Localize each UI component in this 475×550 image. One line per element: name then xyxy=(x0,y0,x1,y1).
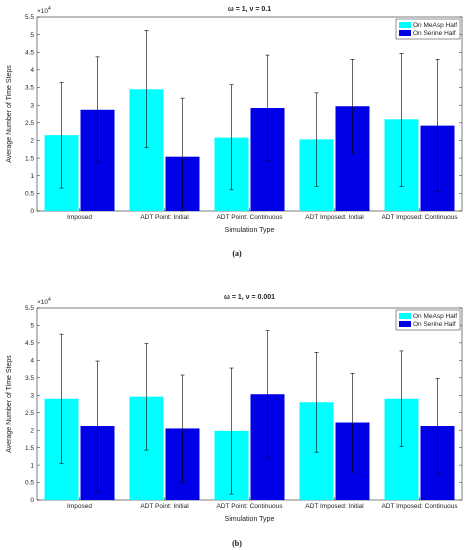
y-exponent-label: ×104 xyxy=(37,297,51,306)
y-tick-label: 5 xyxy=(30,32,34,39)
y-tick-label: 1 xyxy=(30,462,34,469)
y-tick-label: 4.5 xyxy=(25,340,34,347)
y-tick-label: 0.5 xyxy=(25,480,34,487)
legend-box xyxy=(395,18,461,40)
x-tick-label: ADT Point: Initial xyxy=(140,214,189,221)
y-exponent-base: ×10 xyxy=(37,299,48,306)
y-tick-label: 0 xyxy=(30,208,34,215)
legend-swatch-serine xyxy=(399,321,411,327)
figure-caption: (a) xyxy=(232,249,242,258)
legend-swatch-measp xyxy=(399,22,411,28)
x-tick-label: ADT Point: Continuous xyxy=(217,503,284,510)
x-axis-label: Simulation Type xyxy=(225,516,275,523)
y-tick-label: 5.5 xyxy=(25,14,34,21)
x-tick-label: ADT Imposed: Initial xyxy=(305,503,364,510)
y-tick-label: 3.5 xyxy=(25,85,34,92)
chart-title: ω = 1, ν = 0.001 xyxy=(224,294,275,301)
y-tick-label: 2.5 xyxy=(25,410,34,417)
x-tick-label: ADT Point: Continuous xyxy=(217,214,284,221)
legend-label-measp: On MeAsp Half xyxy=(413,22,457,29)
y-tick-label: 4 xyxy=(30,67,34,74)
y-tick-label: 3.5 xyxy=(25,375,34,382)
x-tick-label: ADT Point: Initial xyxy=(140,503,189,510)
y-tick-label: 1.5 xyxy=(25,445,34,452)
legend-swatch-measp xyxy=(399,313,411,319)
y-exponent-base: ×10 xyxy=(37,8,48,15)
y-tick-label: 1 xyxy=(30,173,34,180)
y-tick-label: 5.5 xyxy=(25,305,34,312)
y-tick-label: 0 xyxy=(30,497,34,504)
x-tick-label: Imposed xyxy=(67,503,92,510)
y-tick-label: 4.5 xyxy=(25,49,34,56)
figure-caption: (b) xyxy=(232,539,242,548)
legend-label-serine: On Serine Half xyxy=(413,321,456,328)
y-axis-label: Average Number of Time Steps xyxy=(6,65,13,163)
legend-label-serine: On Serine Half xyxy=(413,30,456,37)
x-tick-label: Imposed xyxy=(67,214,92,221)
chart-title: ω = 1, ν = 0.1 xyxy=(228,6,271,13)
y-exponent-label: ×104 xyxy=(37,6,51,15)
y-tick-label: 4 xyxy=(30,358,34,365)
y-tick-label: 1.5 xyxy=(25,155,34,162)
legend-label-measp: On MeAsp Half xyxy=(413,313,457,320)
x-axis-label: Simulation Type xyxy=(225,227,275,234)
y-exponent-power: 4 xyxy=(48,297,51,303)
y-tick-label: 3 xyxy=(30,102,34,109)
y-exponent-power: 4 xyxy=(48,6,51,12)
x-tick-label: ADT Imposed: Continuous xyxy=(381,503,458,510)
y-tick-label: 2.5 xyxy=(25,120,34,127)
legend-box xyxy=(395,309,461,331)
y-tick-label: 5 xyxy=(30,323,34,330)
x-tick-label: ADT Imposed: Continuous xyxy=(381,214,458,221)
legend-swatch-serine xyxy=(399,30,411,36)
y-tick-label: 0.5 xyxy=(25,191,34,198)
y-tick-label: 2 xyxy=(30,427,34,434)
y-axis-label: Average Number of Time Steps xyxy=(6,355,13,453)
y-tick-label: 2 xyxy=(30,138,34,145)
x-tick-label: ADT Imposed: Initial xyxy=(305,214,364,221)
y-tick-label: 3 xyxy=(30,392,34,399)
